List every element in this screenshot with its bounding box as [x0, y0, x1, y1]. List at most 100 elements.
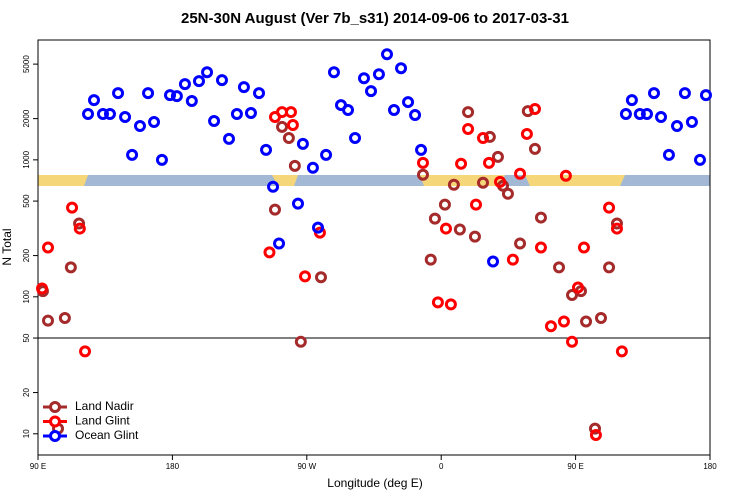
point: [380, 48, 393, 61]
point: [571, 281, 584, 294]
point: [112, 87, 125, 100]
point: [655, 111, 668, 124]
x-axis-label: Longitude (deg E): [327, 476, 422, 490]
point: [619, 107, 632, 120]
point: [625, 94, 638, 107]
point: [462, 122, 475, 135]
point: [428, 212, 441, 225]
point: [580, 315, 593, 328]
point: [119, 111, 132, 124]
point: [468, 230, 481, 243]
point: [594, 312, 607, 325]
point: [439, 222, 452, 235]
point: [82, 107, 95, 120]
legend-label: Land Glint: [75, 414, 130, 428]
point: [320, 148, 333, 161]
point: [482, 156, 495, 169]
land-band: [272, 175, 298, 186]
point: [491, 150, 504, 163]
point: [534, 241, 547, 254]
y-axis-label: N Total: [0, 228, 14, 265]
point: [126, 148, 139, 161]
point: [192, 75, 205, 88]
point: [662, 148, 675, 161]
y-tick-label: 200: [22, 248, 31, 262]
point: [453, 223, 466, 236]
point: [566, 335, 579, 348]
point: [589, 422, 602, 435]
point: [73, 222, 86, 235]
ocean-band: [38, 175, 710, 186]
point: [284, 106, 297, 119]
y-tick-label: 20: [22, 388, 31, 397]
x-tick-label: 90 E: [30, 462, 46, 471]
point: [501, 187, 514, 200]
point: [342, 104, 355, 117]
point: [372, 68, 385, 81]
point: [483, 130, 496, 143]
point: [357, 72, 370, 85]
point: [388, 104, 401, 117]
point: [208, 114, 221, 127]
point: [294, 335, 307, 348]
surface-strip: [38, 175, 710, 186]
x-tick-label: 90 W: [297, 462, 316, 471]
point: [553, 261, 566, 274]
point: [477, 176, 490, 189]
point: [201, 66, 214, 79]
plot-frame: [37, 39, 711, 456]
point: [170, 90, 183, 103]
y-tick-label: 5000: [22, 55, 31, 73]
point: [514, 167, 527, 180]
point: [66, 201, 79, 214]
point: [296, 137, 309, 150]
point: [268, 203, 281, 216]
point: [178, 78, 191, 91]
point: [544, 320, 557, 333]
x-tick-label: 180: [703, 462, 717, 471]
point: [409, 109, 422, 122]
point: [534, 211, 547, 224]
point: [610, 217, 623, 230]
point: [416, 168, 429, 181]
legend-label: Ocean Glint: [75, 428, 139, 442]
point: [402, 96, 415, 109]
x-tick-label: 0: [439, 462, 444, 471]
point: [455, 157, 468, 170]
point: [299, 270, 312, 283]
point: [306, 161, 319, 174]
point: [577, 241, 590, 254]
point: [603, 261, 616, 274]
point: [424, 253, 437, 266]
point: [288, 159, 301, 172]
point: [520, 127, 533, 140]
land-band: [38, 175, 88, 186]
point: [557, 315, 570, 328]
point: [431, 296, 444, 309]
point: [477, 131, 490, 144]
point: [327, 66, 340, 79]
point: [155, 153, 168, 166]
point: [444, 298, 457, 311]
point: [494, 175, 507, 188]
point: [349, 131, 362, 144]
point: [282, 131, 295, 144]
point: [415, 143, 428, 156]
point: [528, 142, 541, 155]
point: [73, 217, 86, 230]
point: [185, 94, 198, 107]
point: [263, 246, 276, 259]
point: [589, 428, 602, 441]
y-tick-label: 500: [22, 194, 31, 208]
y-tick-label: 100: [22, 290, 31, 304]
point: [253, 87, 266, 100]
point: [244, 107, 257, 120]
legend-marker: [49, 415, 61, 428]
point: [514, 237, 527, 250]
point: [528, 103, 541, 116]
land-band: [420, 175, 505, 186]
point: [312, 221, 324, 234]
point: [88, 94, 100, 107]
